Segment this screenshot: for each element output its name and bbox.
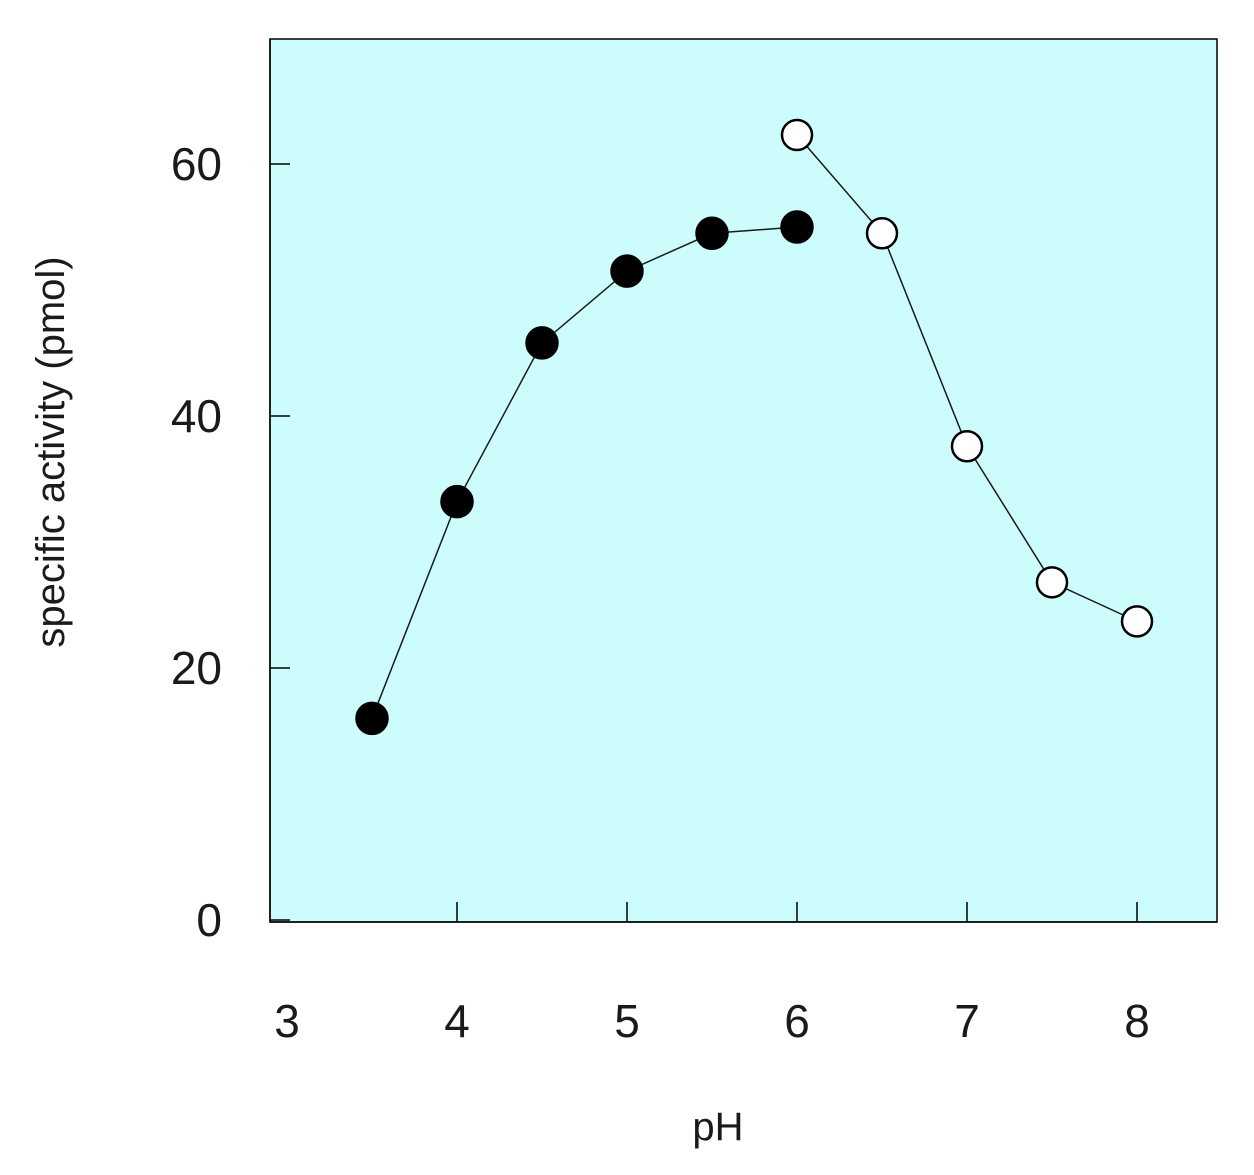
y-tick-label: 60 [171,138,222,190]
y-axis-label: specific activity (pmol) [29,256,73,647]
x-tick-label: 5 [614,995,640,1047]
x-tick-label: 7 [954,995,980,1047]
x-axis-ticks: 3 4 5 6 7 8 [274,902,1150,1047]
open-data-point [780,118,814,152]
open-data-point [950,429,984,463]
filled-data-point [525,326,559,360]
open-data-point [865,217,899,250]
x-tick-label: 8 [1124,995,1150,1047]
x-tick-label: 3 [274,995,300,1047]
x-tick-label: 6 [784,995,810,1047]
filled-data-point [780,210,814,244]
filled-data-point [355,701,389,736]
axes [269,39,1217,923]
y-tick-label: 40 [171,390,222,442]
y-axis-ticks: 0 20 40 60 [171,138,290,946]
filled-data-point [440,484,474,519]
open-data-point [1120,605,1154,638]
y-tick-label: 0 [196,894,222,946]
series-points [355,118,1154,736]
y-tick-label: 20 [171,642,222,694]
x-tick-label: 4 [444,995,470,1047]
x-axis-label: pH [692,1105,743,1149]
open-data-point [1035,566,1069,599]
filled-data-point [695,216,729,251]
filled-data-point [610,254,644,288]
plot-area [269,38,1218,923]
